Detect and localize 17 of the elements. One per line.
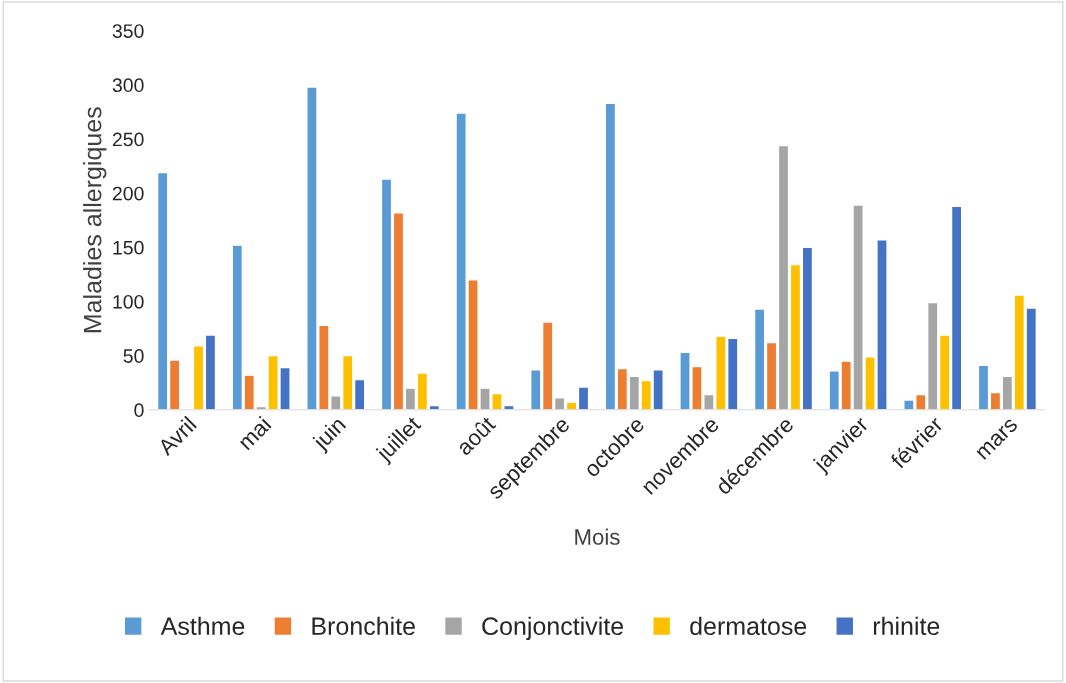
y-tick-label: 100 — [113, 294, 144, 309]
legend-label: rhinite — [873, 616, 940, 636]
x-axis-title: Mois — [575, 528, 620, 545]
y-tick-label: 0 — [134, 403, 144, 418]
x-tick-label: juin — [310, 415, 350, 455]
y-tick-label: 250 — [112, 132, 144, 147]
legend-label: Conjonctivite — [482, 616, 624, 641]
y-tick-label: 150 — [113, 240, 144, 255]
y-axis-title: Maladies allergiques — [83, 107, 107, 333]
y-tick-label: 350 — [112, 24, 144, 38]
y-tick-label: 300 — [112, 78, 144, 93]
x-tick-label: mai — [236, 415, 272, 451]
legend-label: dermatose — [690, 616, 807, 636]
y-tick-label: 50 — [123, 349, 144, 363]
legend-label: Asthme — [160, 616, 245, 636]
y-tick-label: 200 — [112, 186, 144, 201]
legend-label: Bronchite — [312, 616, 415, 636]
